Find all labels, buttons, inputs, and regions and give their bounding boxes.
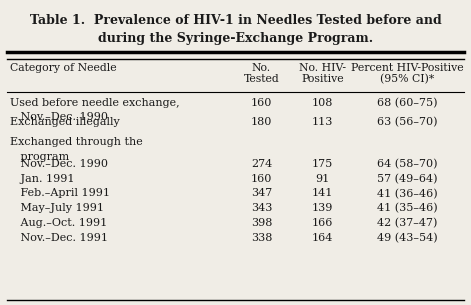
Text: 41 (35–46): 41 (35–46) [377,203,438,214]
Text: 113: 113 [312,117,333,127]
Text: 49 (43–54): 49 (43–54) [377,233,438,243]
Text: Table 1.  Prevalence of HIV-1 in Needles Tested before and: Table 1. Prevalence of HIV-1 in Needles … [30,14,441,27]
Text: 164: 164 [312,233,333,243]
Text: 139: 139 [312,203,333,213]
Text: No. HIV-
Positive: No. HIV- Positive [299,63,346,84]
Text: 160: 160 [251,98,272,108]
Text: 347: 347 [251,188,272,199]
Text: May–July 1991: May–July 1991 [10,203,105,213]
Text: Feb.–April 1991: Feb.–April 1991 [10,188,110,199]
Text: 91: 91 [316,174,330,184]
Text: Category of Needle: Category of Needle [10,63,117,73]
Text: 64 (58–70): 64 (58–70) [377,159,438,170]
Text: 63 (56–70): 63 (56–70) [377,117,438,128]
Text: Exchanged through the: Exchanged through the [10,137,143,147]
Text: Nov.–Dec. 1990: Nov.–Dec. 1990 [10,159,108,169]
Text: Used before needle exchange,: Used before needle exchange, [10,98,180,108]
Text: 141: 141 [312,188,333,199]
Text: 343: 343 [251,203,272,213]
Text: 175: 175 [312,159,333,169]
Text: Percent HIV-Positive
(95% CI)*: Percent HIV-Positive (95% CI)* [351,63,464,84]
Text: Aug.–Oct. 1991: Aug.–Oct. 1991 [10,218,107,228]
Text: program: program [10,152,70,162]
Text: 338: 338 [251,233,272,243]
Text: 274: 274 [251,159,272,169]
Text: No.
Tested: No. Tested [244,63,279,84]
Text: 42 (37–47): 42 (37–47) [377,218,438,228]
Text: Exchanged illegally: Exchanged illegally [10,117,120,127]
Text: Nov.–Dec. 1990: Nov.–Dec. 1990 [10,112,108,122]
Text: Nov.–Dec. 1991: Nov.–Dec. 1991 [10,233,108,243]
Text: 180: 180 [251,117,272,127]
Text: 57 (49–64): 57 (49–64) [377,174,438,184]
Text: 398: 398 [251,218,272,228]
Text: 41 (36–46): 41 (36–46) [377,188,438,199]
Text: 108: 108 [312,98,333,108]
Text: 160: 160 [251,174,272,184]
Text: 166: 166 [312,218,333,228]
Text: Jan. 1991: Jan. 1991 [10,174,75,184]
Text: during the Syringe-Exchange Program.: during the Syringe-Exchange Program. [98,32,373,45]
Text: 68 (60–75): 68 (60–75) [377,98,438,108]
